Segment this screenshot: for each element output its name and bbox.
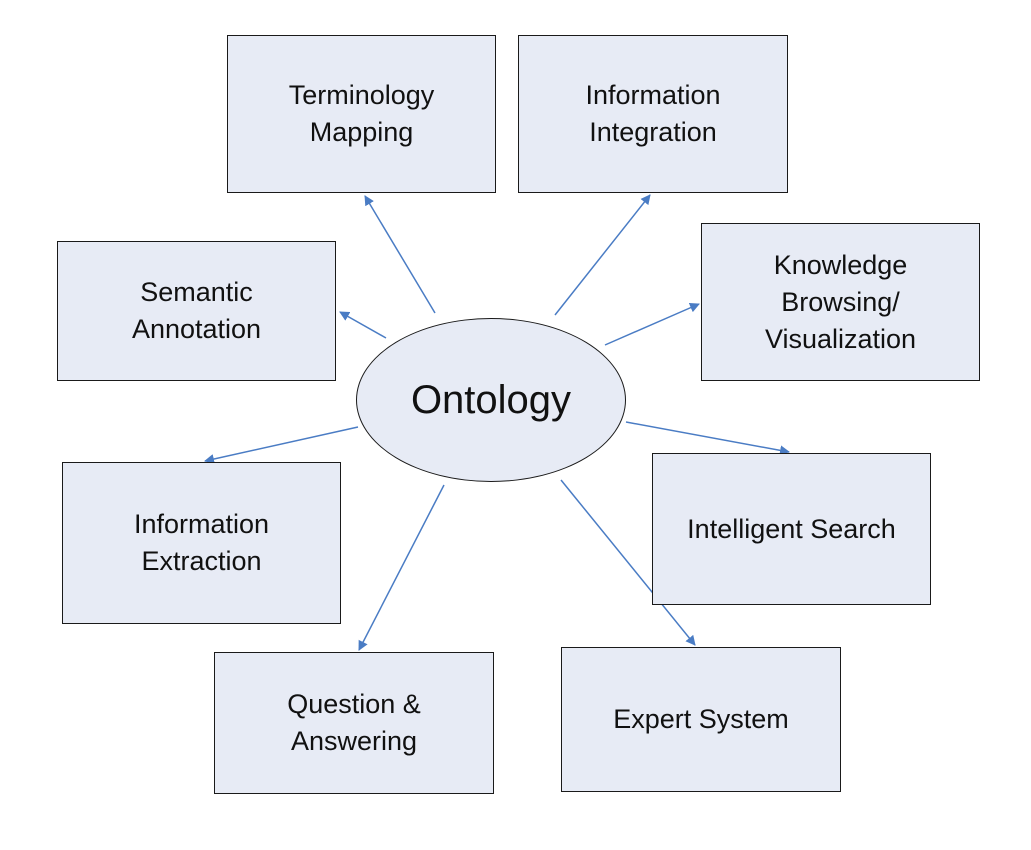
center-label: Ontology	[410, 377, 572, 422]
arrow-to-information-extraction	[204, 426, 359, 464]
node-semantic-annotation: Semantic Annotation	[57, 241, 336, 381]
node-terminology-mapping: Terminology Mapping	[227, 35, 496, 193]
node-line: Answering	[290, 726, 418, 756]
node-knowledge-browsing: Knowledge Browsing/ Visualization	[701, 223, 980, 381]
node-line: Question &	[287, 689, 421, 719]
node-line: Browsing/	[781, 286, 900, 317]
node-line: Information	[133, 509, 270, 539]
node-line: Knowledge	[773, 249, 908, 280]
node-intelligent-search: Intelligent Search	[652, 453, 931, 605]
ontology-center-node: Ontology	[356, 318, 626, 482]
arrow-to-terminology-mapping	[364, 195, 436, 314]
node-expert-system: Expert System	[561, 647, 841, 792]
node-line: Terminology	[288, 80, 435, 110]
node-line: Information	[585, 80, 721, 110]
node-question-answering: Question & Answering	[214, 652, 494, 794]
arrow-to-expert-system	[560, 479, 696, 646]
node-line: Extraction	[141, 546, 262, 576]
node-line: Visualization	[764, 323, 917, 354]
arrow-to-question-answering	[358, 484, 445, 651]
node-line: Integration	[589, 117, 717, 147]
node-line: Annotation	[131, 314, 262, 344]
node-information-integration: Information Integration	[518, 35, 788, 193]
arrow-to-information-integration	[554, 194, 651, 316]
arrow-to-knowledge-browsing	[604, 303, 700, 346]
node-line: Semantic	[140, 277, 253, 307]
node-information-extraction: Information Extraction	[62, 462, 341, 624]
arrow-to-semantic-annotation	[339, 311, 387, 339]
node-line: Expert System	[613, 704, 789, 734]
arrow-to-intelligent-search	[625, 421, 790, 456]
node-line: Intelligent Search	[687, 513, 896, 544]
node-line: Mapping	[309, 117, 414, 147]
